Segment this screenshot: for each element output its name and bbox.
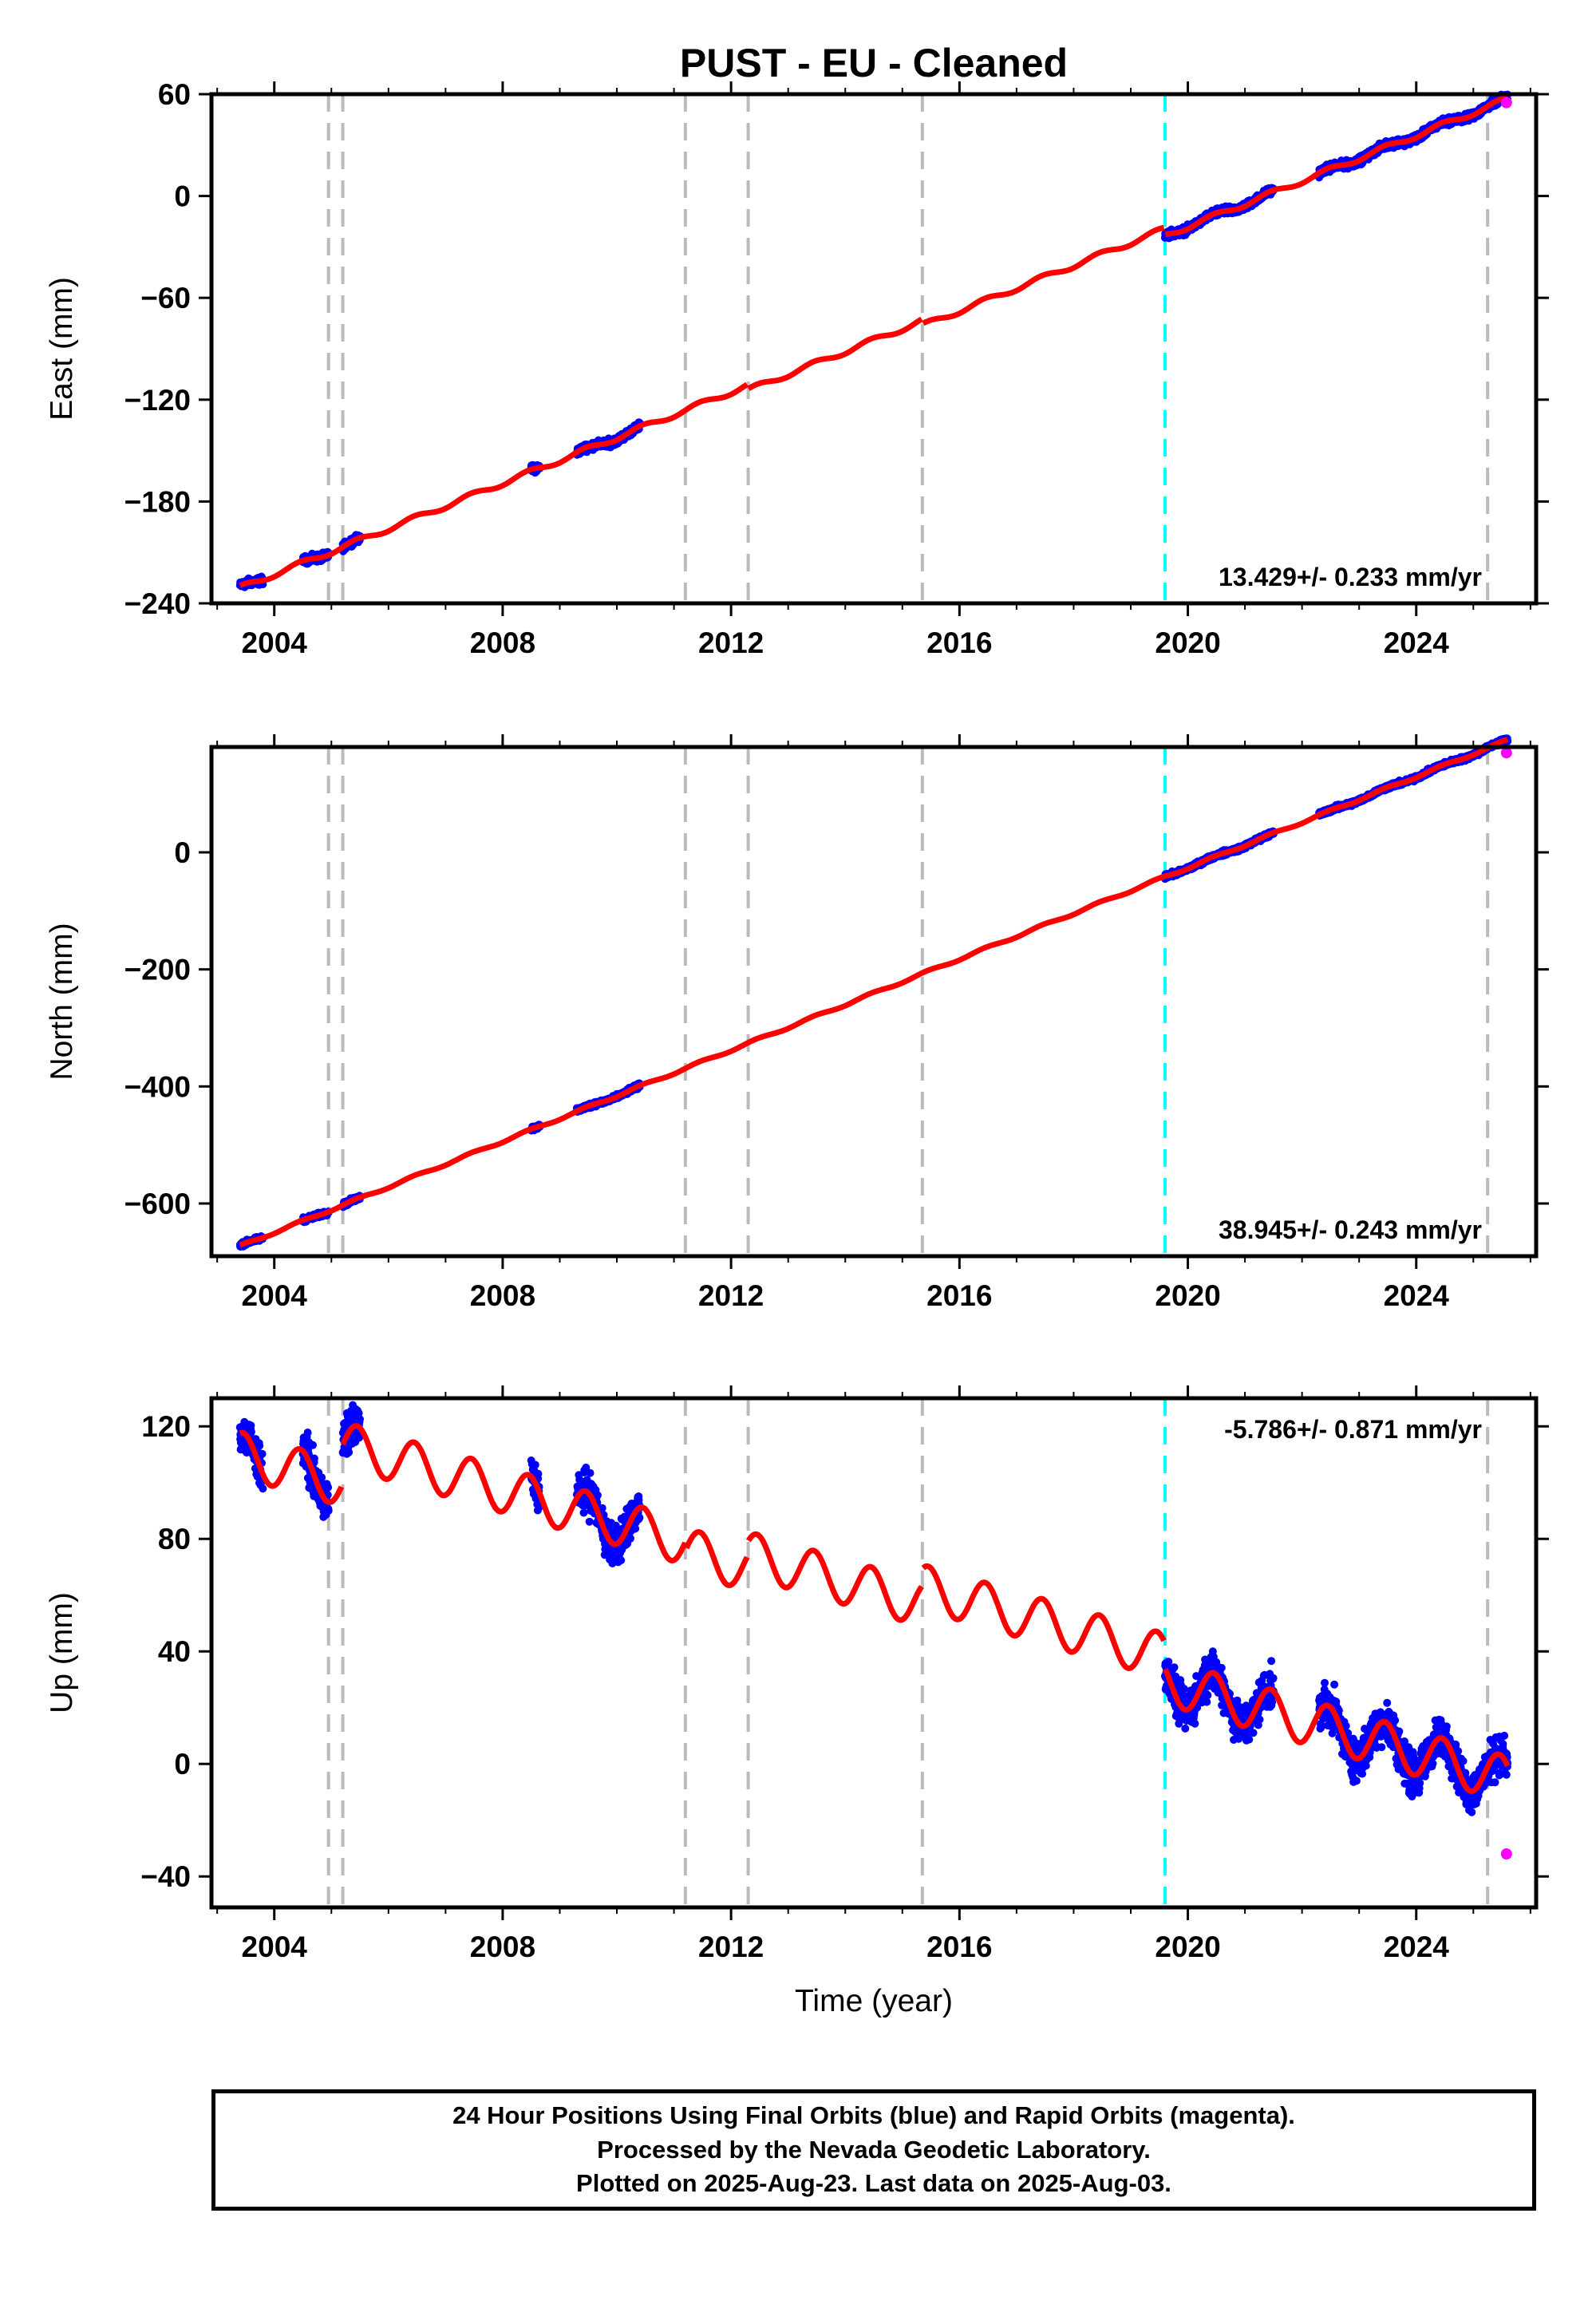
rapid-orbit-point xyxy=(1500,97,1512,109)
y-tick-label: 60 xyxy=(158,78,191,111)
data-point xyxy=(585,1517,594,1526)
rate-label: 38.945+/- 0.243 mm/yr xyxy=(1219,1215,1482,1244)
data-point xyxy=(534,1469,543,1478)
data-point xyxy=(1203,1697,1211,1706)
x-tick-label: 2024 xyxy=(1384,1279,1450,1312)
y-axis-label: East (mm) xyxy=(45,277,79,421)
y-tick-label: −400 xyxy=(124,1070,191,1103)
model-fit-line xyxy=(239,94,1509,588)
panel-north: 2004 2008 2012 2016 2020 2024 −600 −400 −200 0 Nor… xyxy=(45,734,1549,1312)
data-point xyxy=(531,1460,539,1469)
data-point xyxy=(1191,1719,1199,1728)
x-tick-label: 2004 xyxy=(242,1279,308,1312)
data-point xyxy=(356,1415,364,1424)
data-point xyxy=(258,1449,267,1458)
x-tick-label: 2008 xyxy=(470,626,535,659)
y-tick-label: −60 xyxy=(140,282,191,314)
x-tick-label: 2020 xyxy=(1155,1279,1220,1312)
y-tick-label: −180 xyxy=(124,485,191,518)
panel-east: 2004 2008 2012 2016 2020 2024 −240 −180 −120 −60 0… xyxy=(45,78,1549,659)
y-tick-label: 0 xyxy=(174,180,191,213)
data-point xyxy=(1170,1663,1179,1672)
data-point xyxy=(586,1468,595,1477)
data-point xyxy=(1181,1724,1190,1733)
y-tick-label: −200 xyxy=(124,954,191,986)
x-tick-label: 2016 xyxy=(926,1279,992,1312)
y-tick-label: 0 xyxy=(174,836,191,869)
figure-title: PUST - EU - Cleaned xyxy=(680,41,1068,85)
y-tick-label: −120 xyxy=(124,384,191,417)
y-axis-label: North (mm) xyxy=(45,923,79,1080)
y-tick-label: −600 xyxy=(124,1188,191,1220)
data-point xyxy=(259,1484,267,1493)
data-point xyxy=(345,1448,354,1456)
data-point xyxy=(1164,1658,1173,1666)
x-tick-label: 2012 xyxy=(698,626,764,659)
x-tick-label: 2016 xyxy=(926,626,992,659)
data-point xyxy=(255,1441,264,1450)
data-point xyxy=(324,1507,333,1515)
model-fit-line xyxy=(239,737,1509,1248)
data-point xyxy=(617,1556,626,1565)
x-tick-label: 2012 xyxy=(698,1279,764,1312)
data-point xyxy=(303,1429,312,1437)
x-tick-label: 2004 xyxy=(242,626,308,659)
rate-label: 13.429+/- 0.233 mm/yr xyxy=(1219,563,1482,591)
x-tick-label: 2008 xyxy=(470,1279,535,1312)
x-tick-label: 2020 xyxy=(1155,626,1220,659)
x-tick-label: 2024 xyxy=(1384,626,1450,659)
data-points-final-orbits xyxy=(235,90,1512,591)
data-point xyxy=(309,1441,317,1449)
y-tick-label: −240 xyxy=(124,587,191,620)
data-point xyxy=(1203,1691,1212,1700)
data-point xyxy=(626,1534,634,1543)
data-point xyxy=(324,1483,333,1492)
